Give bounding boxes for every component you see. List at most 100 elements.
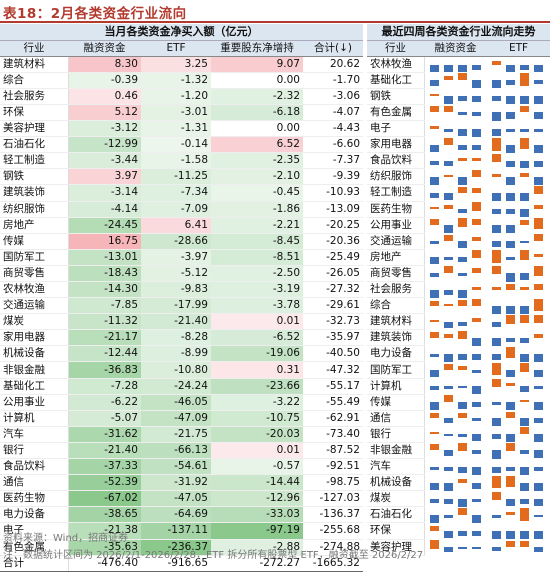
etf-trend-cell xyxy=(487,426,550,443)
trend-bar xyxy=(471,386,481,395)
trend-bar xyxy=(457,273,467,277)
value-cell: -274.88 xyxy=(303,539,363,556)
trend-bar xyxy=(492,321,501,327)
trend-bar xyxy=(471,202,481,212)
trend-bar xyxy=(492,402,501,406)
industry-cell: 计算机 xyxy=(367,378,425,395)
trend-bar xyxy=(471,418,481,422)
trend-bar xyxy=(534,466,543,471)
value-cell: -3.06 xyxy=(303,88,363,105)
trend-bar xyxy=(506,192,515,202)
value-cell: -31.62 xyxy=(68,426,141,443)
trend-bar xyxy=(534,218,543,230)
margin-trend-cell xyxy=(424,378,487,395)
trend-bar xyxy=(506,346,515,358)
trend-bar xyxy=(506,530,515,539)
value-cell: -0.45 xyxy=(211,184,303,202)
trend-bar xyxy=(443,225,453,234)
trend-bar xyxy=(534,298,543,311)
industry-cell: 家用电器 xyxy=(367,136,425,154)
industry-cell: 美容护理 xyxy=(367,539,425,556)
trend-bar xyxy=(457,365,467,370)
value-cell: 0.31 xyxy=(211,361,303,379)
trend-bar xyxy=(492,337,501,346)
trend-row: 美容护理 xyxy=(367,539,550,556)
trend-row: 食品饮料 xyxy=(367,152,550,170)
etf-trend-cell xyxy=(487,233,550,249)
value-cell: -33.03 xyxy=(211,506,303,524)
trend-bar xyxy=(457,176,467,185)
margin-trend-cell xyxy=(424,153,487,169)
value-cell: -27.32 xyxy=(303,281,363,299)
trend-bar xyxy=(457,218,467,228)
value-cell: 16.75 xyxy=(68,233,141,250)
trend-bar xyxy=(492,192,501,202)
trend-bar xyxy=(429,432,439,435)
industry-cell: 机械设备 xyxy=(0,345,69,363)
value-cell: 0.46 xyxy=(68,88,141,105)
trend-bar xyxy=(492,362,501,375)
trend-bar xyxy=(506,283,515,290)
value-cell: -9.39 xyxy=(303,168,363,186)
industry-cell: 纺织服饰 xyxy=(0,201,69,218)
trend-bar xyxy=(492,241,501,248)
value-cell: -3.78 xyxy=(211,297,303,315)
trend-bar xyxy=(492,250,501,264)
etf-trend-cell xyxy=(487,153,550,169)
trend-bar xyxy=(429,257,439,265)
value-cell: -10.75 xyxy=(211,410,303,427)
trend-bar xyxy=(534,144,543,153)
industry-cell: 电力设备 xyxy=(0,506,69,524)
margin-trend-cell xyxy=(424,410,487,426)
trend-bar xyxy=(429,319,439,322)
table-row: 机械设备 -12.44 -8.99 -19.06 -40.50 xyxy=(0,345,363,363)
value-cell: -3.97 xyxy=(141,249,211,266)
value-cell: -11.25 xyxy=(141,168,211,186)
table-title: 表18：2月各类资金行业流向 xyxy=(3,6,187,22)
trend-bar xyxy=(471,112,481,117)
trend-row: 轻工制造 xyxy=(367,184,550,202)
industry-cell: 商贸零售 xyxy=(0,265,69,283)
column-header: 融资资金 xyxy=(424,40,487,57)
industry-cell: 通信 xyxy=(367,410,425,427)
trend-bar xyxy=(457,144,467,150)
value-cell: -1.58 xyxy=(141,152,211,170)
trend-bar xyxy=(520,209,529,218)
margin-trend-cell xyxy=(424,346,487,362)
trend-bar xyxy=(520,73,529,87)
trend-bar xyxy=(520,192,529,202)
trend-bar xyxy=(443,266,453,274)
industry-cell: 钢铁 xyxy=(367,88,425,105)
margin-trend-cell xyxy=(424,201,487,217)
trend-bar xyxy=(457,289,467,298)
trend-bar xyxy=(457,257,467,263)
trend-bar xyxy=(471,337,481,346)
trend-bar xyxy=(520,273,529,281)
margin-trend-cell xyxy=(424,459,487,475)
trend-bar xyxy=(471,169,481,177)
trend-bar xyxy=(506,412,515,419)
industry-cell: 煤炭 xyxy=(367,490,425,508)
margin-trend-cell xyxy=(424,56,487,73)
trend-row: 非银金融 xyxy=(367,442,550,460)
value-cell: 20.62 xyxy=(303,56,363,73)
trend-bar xyxy=(471,128,481,137)
value-cell: -9.83 xyxy=(141,281,211,299)
trend-bar xyxy=(520,96,529,105)
trend-bar xyxy=(429,444,439,451)
value-cell: -17.99 xyxy=(141,297,211,315)
value-cell: -23.66 xyxy=(211,378,303,395)
margin-trend-cell xyxy=(424,330,487,346)
trend-bar xyxy=(471,466,481,475)
table-row: 建筑材料 8.30 3.25 9.07 20.62 xyxy=(0,56,363,73)
trend-row: 建筑装饰 xyxy=(367,329,550,347)
trend-bar xyxy=(520,386,529,393)
trend-bar xyxy=(520,507,529,521)
value-cell: -19.06 xyxy=(211,345,303,363)
table-row: 社会服务 0.46 -1.20 -2.32 -3.06 xyxy=(0,88,363,105)
industry-cell: 非银金融 xyxy=(0,361,69,379)
industry-cell: 医药生物 xyxy=(0,490,69,508)
trend-bar xyxy=(429,540,439,549)
trend-bar xyxy=(443,137,453,145)
title-underline xyxy=(0,21,550,23)
